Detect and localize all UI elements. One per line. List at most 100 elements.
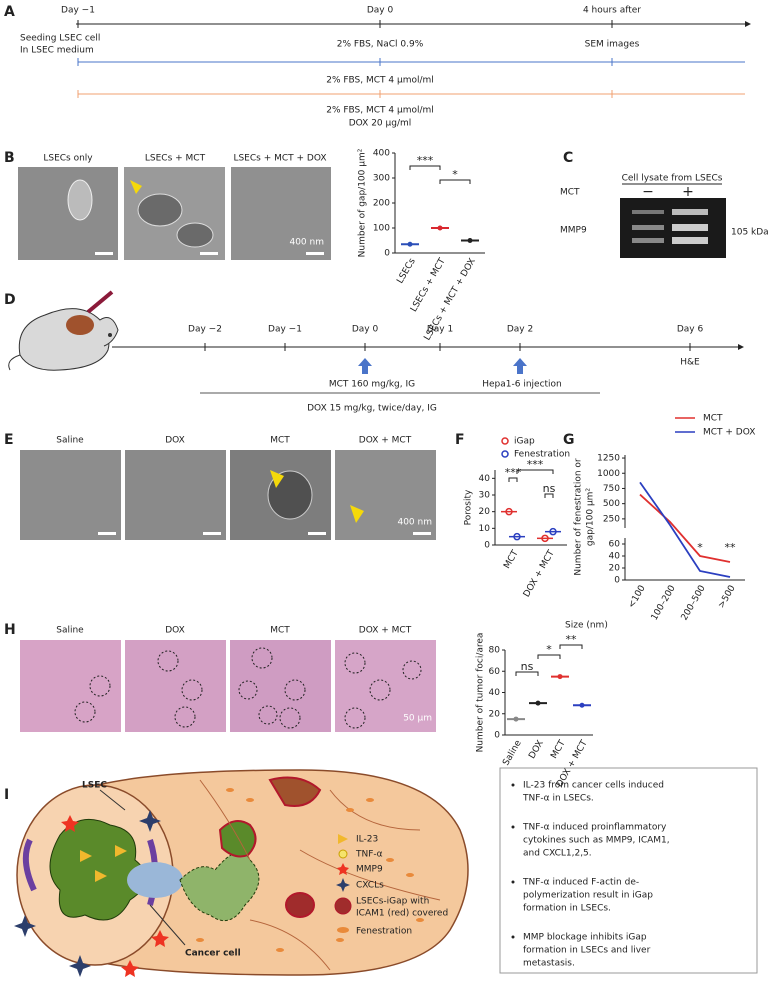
image-label: DOX bbox=[165, 436, 185, 446]
panel-label: H bbox=[4, 622, 16, 638]
he-image bbox=[335, 640, 436, 732]
summary-text: TNF-α induced proinflammatory bbox=[522, 823, 667, 833]
y-tick-label: 0 bbox=[614, 576, 620, 586]
day-label: Day 0 bbox=[352, 325, 379, 335]
gel-band bbox=[672, 224, 708, 231]
mean-dot bbox=[557, 674, 563, 680]
sig-bracket bbox=[544, 493, 554, 498]
treatment: Hepa1-6 injection bbox=[482, 380, 562, 390]
summary-text: formation in LSECs. bbox=[523, 904, 611, 914]
condition: 2% FBS, MCT 4 μmol/ml bbox=[326, 106, 434, 116]
y-axis-label: gap/100 μm² bbox=[586, 488, 596, 547]
sig-label: ns bbox=[521, 660, 534, 673]
legend-label: MCT + DOX bbox=[703, 428, 755, 438]
y-tick-label: 60 bbox=[609, 540, 621, 550]
panel-label: E bbox=[4, 432, 14, 448]
legend-swatch bbox=[501, 450, 509, 458]
y-tick-label: 0 bbox=[484, 541, 490, 551]
x-tick-label: DOX bbox=[527, 739, 545, 761]
he-image bbox=[125, 640, 226, 732]
y-axis-label: Number of gap/100 μm² bbox=[358, 148, 368, 257]
gel-band bbox=[632, 210, 664, 214]
panel-label: D bbox=[4, 292, 16, 308]
image-label: MCT bbox=[270, 436, 290, 446]
y-tick-label: 10 bbox=[479, 524, 491, 534]
gel-title: Cell lysate from LSECs bbox=[622, 174, 723, 184]
panel-label: G bbox=[563, 432, 575, 448]
sem-image bbox=[231, 167, 331, 260]
scale-bar bbox=[308, 532, 326, 535]
summary-text: and CXCL1,2,5. bbox=[523, 849, 592, 859]
legend-label: IL-23 bbox=[356, 835, 378, 845]
mean-dot bbox=[407, 241, 413, 247]
y-tick-label: 40 bbox=[489, 688, 501, 698]
sig-label: *** bbox=[527, 458, 544, 471]
image-label: LSECs only bbox=[43, 154, 93, 164]
panel-label: I bbox=[4, 787, 9, 803]
gel-band bbox=[672, 209, 708, 215]
sig-label: ** bbox=[566, 633, 578, 646]
day-label: Day 6 bbox=[677, 325, 704, 335]
series-line bbox=[639, 481, 731, 578]
summary-text: polymerization result in iGap bbox=[523, 891, 653, 901]
sig-bracket bbox=[409, 165, 441, 170]
y-tick-label: 250 bbox=[603, 514, 620, 524]
y-tick-label: 500 bbox=[603, 499, 620, 509]
y-tick-label: 750 bbox=[603, 484, 620, 494]
x-tick-label: MCT bbox=[502, 548, 521, 570]
summary-text: MMP blockage inhibits iGap bbox=[523, 933, 647, 943]
image-label: DOX + MCT bbox=[359, 436, 412, 446]
legend-label: MCT bbox=[703, 414, 723, 424]
image-label: LSECs + MCT + DOX bbox=[233, 154, 326, 164]
condition: In LSEC medium bbox=[20, 46, 94, 56]
day-label: Day 1 bbox=[427, 325, 453, 335]
illustration-label: Cancer cell bbox=[185, 949, 241, 959]
day-label: Day −2 bbox=[188, 325, 222, 335]
x-tick-label: MCT bbox=[549, 738, 568, 760]
y-tick-label: 0 bbox=[494, 731, 500, 741]
legend-swatch bbox=[501, 437, 509, 445]
legend-label: Fenestration bbox=[514, 450, 570, 460]
illustration-label: LSEC bbox=[82, 781, 107, 791]
image-detail bbox=[176, 222, 214, 248]
scale-bar bbox=[95, 252, 113, 255]
legend-label: TNF-α bbox=[355, 850, 383, 860]
x-tick-label: 200–500 bbox=[680, 584, 708, 623]
sig-label: * bbox=[546, 643, 552, 656]
panel-label: A bbox=[4, 4, 15, 20]
y-tick-label: 40 bbox=[609, 552, 621, 562]
gel-band bbox=[672, 237, 708, 244]
gel-label: MMP9 bbox=[560, 226, 587, 236]
image-label: LSECs + MCT bbox=[145, 154, 206, 164]
sem-image bbox=[125, 450, 226, 540]
bullet bbox=[511, 783, 515, 787]
arrowhead bbox=[130, 180, 142, 194]
sig-label: * bbox=[697, 541, 703, 554]
image-label: MCT bbox=[270, 626, 290, 636]
condition: DOX 20 μg/ml bbox=[349, 119, 412, 129]
image-detail bbox=[137, 193, 183, 227]
sig-bracket bbox=[559, 644, 583, 649]
bullet bbox=[511, 880, 515, 884]
y-axis-label: Number of fenestration or bbox=[574, 458, 584, 576]
sig-bracket bbox=[508, 477, 518, 482]
sem-image bbox=[335, 450, 436, 540]
scale-text: 400 nm bbox=[397, 518, 432, 528]
mean-dot bbox=[579, 702, 585, 708]
day-note: H&E bbox=[680, 358, 700, 368]
sem-image bbox=[18, 167, 118, 260]
x-tick-label: LSECs bbox=[395, 256, 418, 285]
timeline-d-arrow bbox=[738, 344, 744, 350]
image-detail bbox=[67, 179, 93, 221]
panel-label: B bbox=[4, 150, 15, 166]
y-tick-label: 60 bbox=[489, 667, 501, 677]
mean-dot bbox=[535, 700, 541, 706]
x-tick-label: DOX + MCT bbox=[522, 548, 557, 599]
y-tick-label: 20 bbox=[609, 564, 621, 574]
illustration-legend bbox=[334, 834, 352, 933]
day-label: Day −1 bbox=[268, 325, 302, 335]
y-tick-label: 80 bbox=[489, 646, 501, 656]
scale-bar bbox=[306, 252, 324, 255]
scale-bar bbox=[98, 532, 116, 535]
